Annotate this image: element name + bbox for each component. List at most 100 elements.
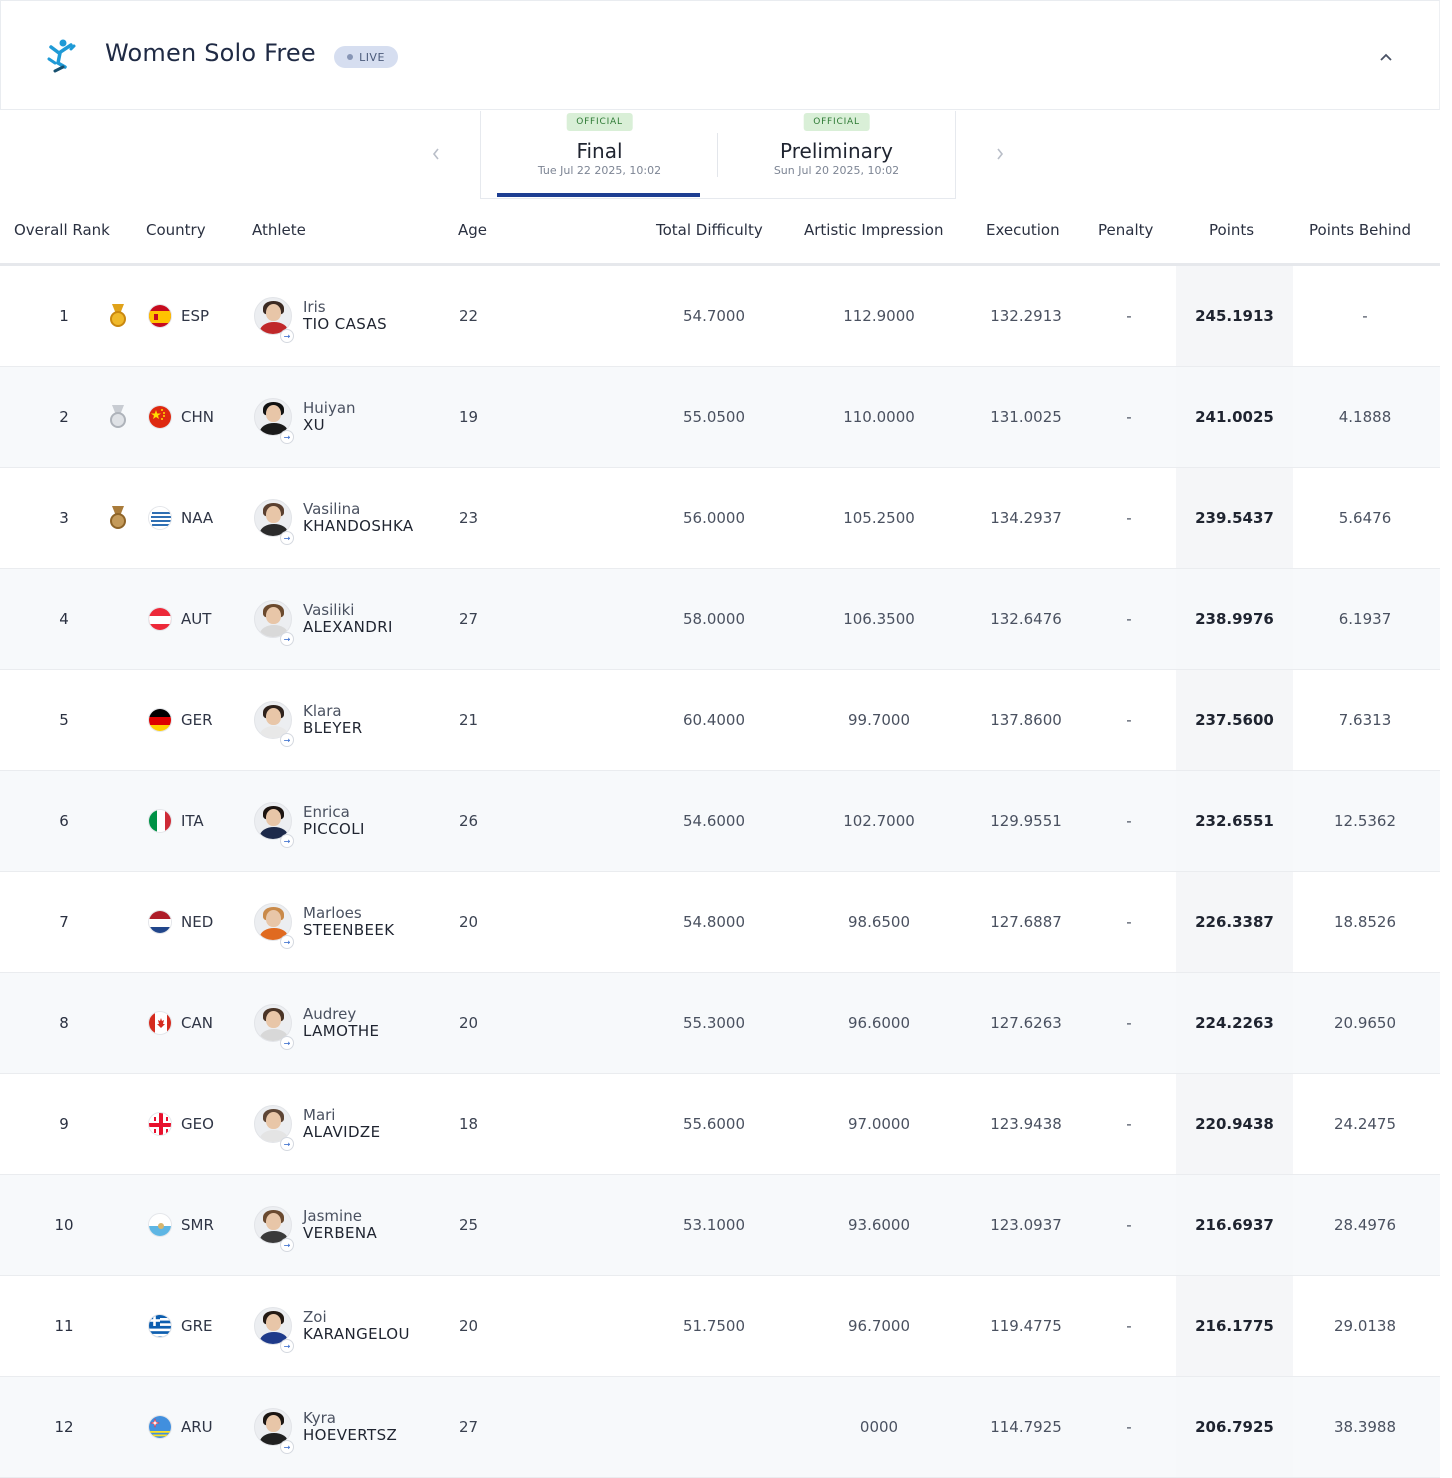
- profile-link-icon[interactable]: →: [280, 935, 294, 949]
- profile-link-icon[interactable]: →: [280, 1137, 294, 1151]
- table-row[interactable]: 9 GEO → Mari ALAVIDZE 18 55.6000 97.0000…: [0, 1074, 1440, 1175]
- difficulty-cell: [654, 1377, 774, 1477]
- athlete-first-name: Huiyan: [303, 399, 356, 417]
- profile-link-icon[interactable]: →: [280, 1036, 294, 1050]
- athlete-photo-cell[interactable]: [254, 771, 294, 871]
- table-row[interactable]: 4 AUT → Vasiliki ALEXANDRI 27 58.0000 10…: [0, 569, 1440, 670]
- table-row[interactable]: 2 CHN → Huiyan XU 19 55.0500 110.0000 13…: [0, 367, 1440, 468]
- tab-label: Preliminary: [780, 139, 893, 163]
- athlete-photo-cell[interactable]: [254, 670, 294, 770]
- athlete-avatar[interactable]: [254, 398, 292, 436]
- athlete-photo-cell[interactable]: [254, 468, 294, 568]
- athlete-name[interactable]: Klara BLEYER: [303, 670, 463, 770]
- athlete-name[interactable]: Huiyan XU: [303, 367, 463, 467]
- profile-link-icon[interactable]: →: [280, 430, 294, 444]
- country-code: ITA: [181, 812, 204, 830]
- athlete-avatar[interactable]: [254, 1408, 292, 1446]
- column-header-artistic[interactable]: Artistic Impression: [804, 221, 944, 239]
- profile-link-icon[interactable]: →: [280, 1339, 294, 1353]
- flag-cell: [148, 367, 172, 467]
- column-header-rank[interactable]: Overall Rank: [14, 221, 110, 239]
- athlete-last-name: HOEVERTSZ: [303, 1426, 398, 1444]
- athlete-first-name: Enrica: [303, 803, 350, 821]
- flag-cell: [148, 1074, 172, 1174]
- column-header-points-behind[interactable]: Points Behind: [1309, 221, 1412, 239]
- athlete-photo-cell[interactable]: [254, 367, 294, 467]
- profile-link-icon[interactable]: →: [280, 329, 294, 343]
- table-row[interactable]: 12 ARU → Kyra HOEVERTSZ 27 0000 114.7925…: [0, 1377, 1440, 1478]
- medal-cell: [104, 468, 132, 568]
- athlete-avatar[interactable]: [254, 600, 292, 638]
- medal-cell: [104, 1074, 132, 1174]
- athlete-photo-cell[interactable]: [254, 1377, 294, 1477]
- athlete-name[interactable]: Vasiliki ALEXANDRI: [303, 569, 463, 669]
- column-header-country[interactable]: Country: [146, 221, 206, 239]
- athlete-name[interactable]: Audrey LAMOTHE: [303, 973, 463, 1073]
- athlete-first-name: Mari: [303, 1106, 336, 1124]
- column-header-athlete[interactable]: Athlete: [252, 221, 306, 239]
- athlete-name[interactable]: Zoi KARANGELOU: [303, 1276, 463, 1376]
- execution-cell: 123.0937: [990, 1216, 1062, 1234]
- athlete-photo-cell[interactable]: [254, 973, 294, 1073]
- table-row[interactable]: 8 CAN → Audrey LAMOTHE 20 55.3000 96.600…: [0, 973, 1440, 1074]
- profile-link-icon[interactable]: →: [280, 1238, 294, 1252]
- athlete-avatar[interactable]: [254, 1206, 292, 1244]
- athlete-name[interactable]: Iris TIO CASAS: [303, 266, 463, 366]
- table-row[interactable]: 7 NED → Marloes STEENBEEK 20 54.8000 98.…: [0, 872, 1440, 973]
- column-header-execution[interactable]: Execution: [986, 221, 1060, 239]
- table-row[interactable]: 10 SMR → Jasmine VERBENA 25 53.1000 93.6…: [0, 1175, 1440, 1276]
- athlete-avatar[interactable]: [254, 1004, 292, 1042]
- points-behind-cell: 18.8526: [1333, 913, 1397, 931]
- athlete-name[interactable]: Marloes STEENBEEK: [303, 872, 463, 972]
- profile-link-icon[interactable]: →: [280, 733, 294, 747]
- age-cell: 18: [459, 1115, 479, 1133]
- previous-phase-button[interactable]: [426, 142, 446, 166]
- country-code: NAA: [181, 509, 214, 527]
- athlete-avatar[interactable]: [254, 802, 292, 840]
- results-table-body: 1 ESP → Iris TIO CASAS 22 54.7000 112.90…: [0, 266, 1440, 1478]
- artistic-cell: 110.0000: [843, 408, 915, 426]
- athlete-avatar[interactable]: [254, 297, 292, 335]
- column-header-age[interactable]: Age: [458, 221, 488, 239]
- table-row[interactable]: 5 GER → Klara BLEYER 21 60.4000 99.7000 …: [0, 670, 1440, 771]
- table-row[interactable]: 3 NAA → Vasilina KHANDOSHKA 23 56.0000 1…: [0, 468, 1440, 569]
- table-row[interactable]: 11 GRE → Zoi KARANGELOU 20 51.7500 96.70…: [0, 1276, 1440, 1377]
- difficulty-cell: 55.6000: [682, 1115, 746, 1133]
- athlete-name[interactable]: Enrica PICCOLI: [303, 771, 463, 871]
- flag-cell: [148, 1276, 172, 1376]
- athlete-avatar[interactable]: [254, 499, 292, 537]
- profile-link-icon[interactable]: →: [280, 531, 294, 545]
- artistic-swimming-icon: [47, 39, 76, 73]
- points-behind-cell: 28.4976: [1333, 1216, 1397, 1234]
- netherlands-flag-icon: [148, 910, 172, 934]
- athlete-photo-cell[interactable]: [254, 872, 294, 972]
- column-header-points[interactable]: Points: [1209, 221, 1255, 239]
- profile-link-icon[interactable]: →: [280, 834, 294, 848]
- execution-cell: 129.9551: [990, 812, 1062, 830]
- athlete-name[interactable]: Mari ALAVIDZE: [303, 1074, 463, 1174]
- tab-final[interactable]: OFFICIAL Final Tue Jul 22 2025, 10:02: [481, 111, 718, 199]
- athlete-first-name: Vasiliki: [303, 601, 355, 619]
- country-code: CHN: [181, 408, 214, 426]
- athlete-name[interactable]: Vasilina KHANDOSHKA: [303, 468, 463, 568]
- athlete-photo-cell[interactable]: [254, 266, 294, 366]
- table-row[interactable]: 1 ESP → Iris TIO CASAS 22 54.7000 112.90…: [0, 266, 1440, 367]
- next-phase-button[interactable]: [990, 142, 1010, 166]
- athlete-photo-cell[interactable]: [254, 1276, 294, 1376]
- table-row[interactable]: 6 ITA → Enrica PICCOLI 26 54.6000 102.70…: [0, 771, 1440, 872]
- rank-cell: 9: [59, 1115, 69, 1133]
- athlete-photo-cell[interactable]: [254, 569, 294, 669]
- profile-link-icon[interactable]: →: [280, 1440, 294, 1454]
- country-code: CAN: [181, 1014, 213, 1032]
- athlete-photo-cell[interactable]: [254, 1175, 294, 1275]
- athlete-avatar[interactable]: [254, 701, 292, 739]
- athlete-name[interactable]: Jasmine VERBENA: [303, 1175, 463, 1275]
- athlete-avatar[interactable]: [254, 1307, 292, 1345]
- tab-preliminary[interactable]: OFFICIAL Preliminary Sun Jul 20 2025, 10…: [718, 111, 955, 199]
- column-header-difficulty[interactable]: Total Difficulty: [656, 221, 763, 239]
- column-header-penalty[interactable]: Penalty: [1098, 221, 1154, 239]
- profile-link-icon[interactable]: →: [280, 632, 294, 646]
- collapse-button[interactable]: [1373, 45, 1399, 69]
- athlete-photo-cell[interactable]: [254, 1074, 294, 1174]
- athlete-name[interactable]: Kyra HOEVERTSZ: [303, 1377, 463, 1477]
